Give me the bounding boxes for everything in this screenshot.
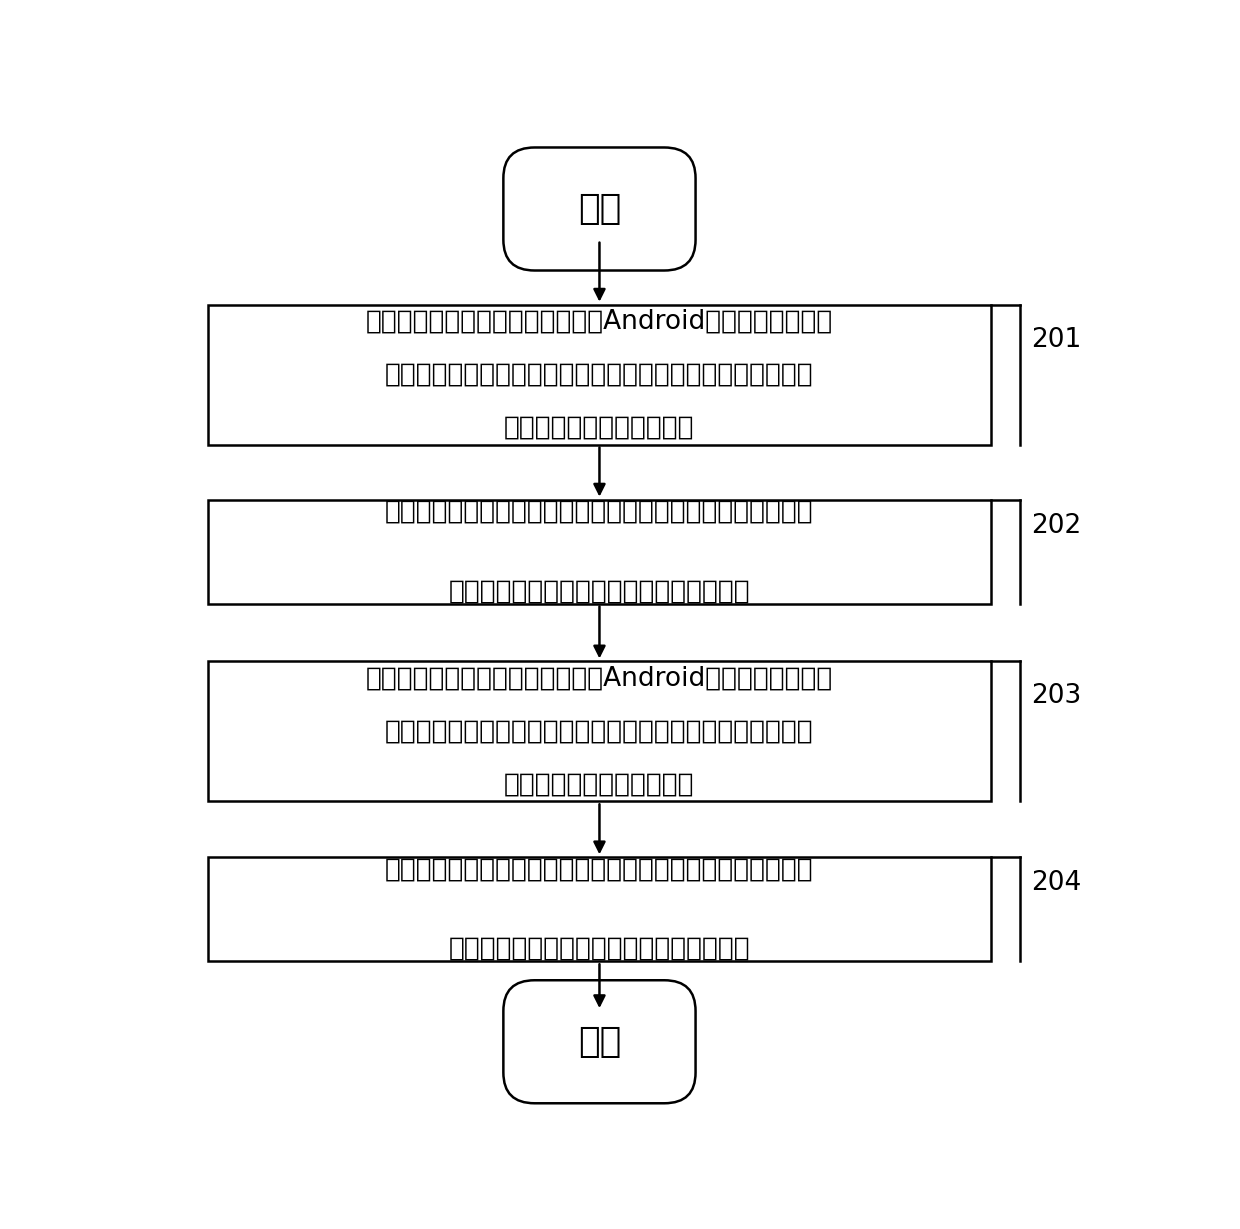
Text: 204: 204 bbox=[1032, 870, 1081, 896]
Bar bbox=[208, 305, 991, 445]
Text: 控制芯片发送第一控制命令: 控制芯片发送第一控制命令 bbox=[505, 415, 694, 441]
Text: 201: 201 bbox=[1032, 327, 1081, 353]
Text: 在可信执行环境的信用应用接收到Android层的目标应用发送: 在可信执行环境的信用应用接收到Android层的目标应用发送 bbox=[366, 308, 833, 334]
Text: 开始: 开始 bbox=[578, 192, 621, 226]
Bar bbox=[208, 661, 991, 801]
Text: 202: 202 bbox=[1032, 512, 1081, 538]
Text: 的第一通知的情况下，所述基带芯片根据所述第一通知向所述: 的第一通知的情况下，所述基带芯片根据所述第一通知向所述 bbox=[386, 361, 813, 387]
Text: 所述控制芯片根据所述第二控制命令控制所述电子开关闭合，: 所述控制芯片根据所述第二控制命令控制所述电子开关闭合， bbox=[386, 857, 813, 882]
Text: 以使所述控制对象与所述基带芯片断开连接: 以使所述控制对象与所述基带芯片断开连接 bbox=[449, 578, 750, 605]
Text: 以使所述控制对象与所述基带芯片保持连接: 以使所述控制对象与所述基带芯片保持连接 bbox=[449, 935, 750, 962]
Text: 的第二通知的情况下，所述基带芯片根据所述第二通知向所述: 的第二通知的情况下，所述基带芯片根据所述第二通知向所述 bbox=[386, 719, 813, 745]
Text: 203: 203 bbox=[1032, 683, 1081, 709]
Text: 在可信执行环境的信用应用接收到Android层的目标应用发送: 在可信执行环境的信用应用接收到Android层的目标应用发送 bbox=[366, 665, 833, 691]
FancyBboxPatch shape bbox=[503, 147, 696, 270]
Text: 结束: 结束 bbox=[578, 1025, 621, 1058]
Text: 控制芯片发送第二控制命令: 控制芯片发送第二控制命令 bbox=[505, 772, 694, 798]
FancyBboxPatch shape bbox=[503, 981, 696, 1104]
Text: 所述控制芯片根据所述第一控制命令控制所述电子开关断开，: 所述控制芯片根据所述第一控制命令控制所述电子开关断开， bbox=[386, 499, 813, 525]
Bar bbox=[208, 499, 991, 603]
Bar bbox=[208, 858, 991, 961]
